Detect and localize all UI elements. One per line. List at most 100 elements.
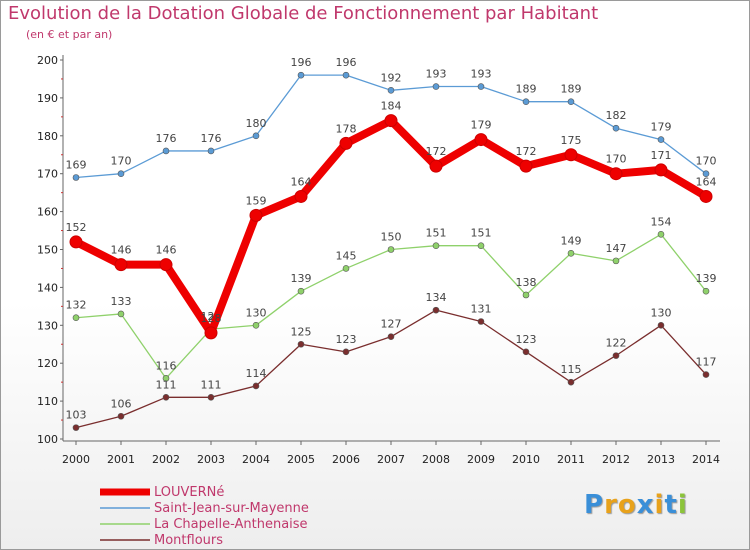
data-point-la-chapelle-anthenaise [72,314,80,322]
data-point-montflours [702,371,710,378]
data-label-montflours: 125 [291,325,312,338]
data-label-louvern-: 179 [471,119,492,132]
x-tick-label: 2013 [647,453,675,466]
data-label-montflours: 106 [111,397,132,410]
data-point-la-chapelle-anthenaise [432,242,440,250]
data-label-louvern-: 172 [426,145,447,158]
data-label-louvern-: 164 [291,175,312,188]
data-point-saint-jean-sur-mayenne [297,71,305,79]
chart-subtitle: (en € et par an) [26,28,113,41]
legend: LOUVERNé Saint-Jean-sur-Mayenne La Chape… [100,484,309,548]
data-label-saint-jean-sur-mayenne: 192 [381,71,402,84]
data-label-saint-jean-sur-mayenne: 196 [336,56,357,69]
data-point-la-chapelle-anthenaise [162,375,170,382]
data-label-la-chapelle-anthenaise: 147 [606,242,627,255]
legend-swatch-la-chapelle [100,523,150,525]
x-tick-label: 2004 [242,453,270,466]
data-label-saint-jean-sur-mayenne: 193 [426,68,447,81]
data-point-saint-jean-sur-mayenne [207,147,215,155]
y-tick-label: 180 [37,130,58,143]
data-point-saint-jean-sur-mayenne [522,98,530,105]
data-point-la-chapelle-anthenaise [702,287,710,295]
x-tick-label: 2003 [197,453,225,466]
data-label-montflours: 131 [471,303,492,316]
data-point-montflours [432,306,440,314]
data-point-montflours [72,424,80,431]
y-tick-label: 150 [37,244,58,257]
data-label-la-chapelle-anthenaise: 133 [111,295,132,308]
y-tick-label: 140 [37,281,58,294]
x-tick-label: 2005 [287,453,315,466]
data-label-louvern-: 178 [336,122,357,135]
data-point-saint-jean-sur-mayenne [252,132,260,140]
legend-swatch-louverne [100,488,150,496]
data-point-montflours [252,382,260,390]
data-point-louvern- [114,258,128,272]
data-point-la-chapelle-anthenaise [117,310,125,318]
data-label-la-chapelle-anthenaise: 116 [156,359,177,372]
legend-label-la-chapelle: La Chapelle-Anthenaise [154,516,308,532]
data-point-saint-jean-sur-mayenne [612,124,620,132]
data-label-la-chapelle-anthenaise: 154 [651,215,672,228]
x-tick-label: 2002 [152,453,180,466]
y-tick-label: 120 [37,357,58,370]
data-label-la-chapelle-anthenaise: 132 [66,299,87,312]
data-point-louvern- [609,167,623,181]
data-label-louvern-: 175 [561,134,582,147]
data-point-la-chapelle-anthenaise [567,249,575,257]
data-point-louvern- [69,235,83,249]
data-label-saint-jean-sur-mayenne: 179 [651,121,672,134]
data-point-louvern- [204,326,218,340]
data-point-montflours [567,378,575,386]
x-tick-label: 2001 [107,453,135,466]
data-label-louvern-: 146 [156,244,177,257]
data-label-la-chapelle-anthenaise: 151 [426,227,447,240]
data-point-louvern- [519,159,533,173]
data-label-louvern-: 170 [606,153,627,166]
legend-label-louverne: LOUVERNé [154,484,225,500]
data-point-louvern- [699,189,713,203]
data-label-saint-jean-sur-mayenne: 182 [606,109,627,122]
data-point-louvern- [294,189,308,203]
data-point-louvern- [564,148,578,162]
data-label-louvern-: 171 [651,149,672,162]
data-point-montflours [162,394,170,401]
data-point-montflours [387,333,395,340]
y-tick-label: 170 [37,168,58,181]
data-point-saint-jean-sur-mayenne [72,174,80,181]
data-point-montflours [342,348,350,356]
data-label-la-chapelle-anthenaise: 145 [336,249,357,262]
data-label-louvern-: 159 [246,194,267,207]
data-point-saint-jean-sur-mayenne [117,170,125,177]
chart-title: Evolution de la Dotation Globale de Fonc… [8,3,599,24]
y-tick-label: 160 [37,206,58,219]
data-point-montflours [657,321,665,329]
data-label-saint-jean-sur-mayenne: 193 [471,68,492,81]
x-tick-label: 2008 [422,453,450,466]
data-point-montflours [477,318,485,325]
data-point-saint-jean-sur-mayenne [567,98,575,105]
legend-item-la-chapelle: La Chapelle-Anthenaise [100,516,309,532]
data-label-louvern-: 146 [111,244,132,257]
data-label-montflours: 134 [426,291,447,304]
data-label-montflours: 123 [336,333,357,346]
x-tick-label: 2012 [602,453,630,466]
data-label-la-chapelle-anthenaise: 151 [471,227,492,240]
data-label-saint-jean-sur-mayenne: 170 [111,155,132,168]
data-point-saint-jean-sur-mayenne [432,83,440,90]
legend-item-louverne: LOUVERNé [100,484,309,500]
data-label-louvern-: 128 [201,312,222,325]
data-point-montflours [117,412,125,420]
data-label-montflours: 111 [156,378,177,391]
data-label-la-chapelle-anthenaise: 130 [246,306,267,319]
data-label-la-chapelle-anthenaise: 138 [516,276,537,289]
data-point-saint-jean-sur-mayenne [477,83,485,90]
proxiti-logo: Proxiti [584,490,688,520]
data-label-saint-jean-sur-mayenne: 170 [696,155,717,168]
data-point-louvern- [249,208,263,222]
x-tick-label: 2009 [467,453,495,466]
data-label-montflours: 103 [66,409,87,422]
x-tick-label: 2014 [692,453,720,466]
